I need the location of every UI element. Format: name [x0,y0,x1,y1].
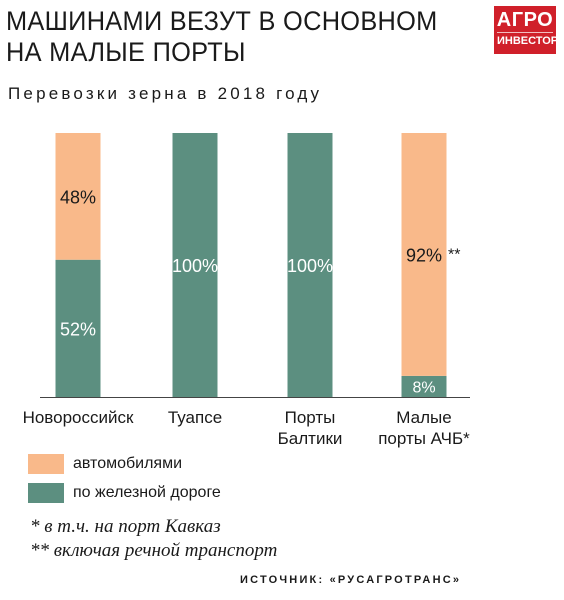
data-label-auto-3: 92% [406,245,442,265]
category-label-0: Новороссийск [23,408,134,427]
footnote-port-kavkaz: * в т.ч. на порт Кавказ [30,516,221,537]
publisher-logo: АГРО ИНВЕСТОР [494,6,558,54]
footnote-river-transport: ** включая речной транспорт [30,540,278,561]
data-label-rail-1: 100% [172,256,218,276]
bar-rail-1 [172,133,218,397]
logo-line-2: ИНВЕСТОР [497,32,558,49]
legend-swatch-auto [28,454,64,474]
data-label-rail-0: 52% [60,319,96,339]
data-label-rail-3: 8% [412,379,435,396]
data-label-rail-2: 100% [287,256,333,276]
source-credit: ИСТОЧНИК: «РУСАГРОТРАНС» [240,574,462,586]
legend-label-rail: по железной дороге [73,484,221,501]
legend-swatch-rail [28,483,64,503]
category-label-3-line-0: Малые [396,408,451,427]
legend-label-auto: автомобилями [73,455,183,472]
logo-line-1: АГРО [496,9,554,31]
legend-item-rail: по железной дороге [28,483,328,505]
bar-rail-3 [401,375,447,397]
category-label-2-line-1: Балтики [278,429,343,448]
legend-item-auto: автомобилями [28,454,328,476]
category-label-3-line-1: порты АЧБ* [378,429,470,448]
bar-rail-0 [55,259,101,397]
stacked-bar-chart: 52% 48% Новороссийск 100% Туапсе 100% Порты Бал… [23,133,470,448]
category-label-2-line-0: Порты [285,408,336,427]
chart-title: МАШИНАМИ ВЕЗУТ В ОСНОВНОМ НА МАЛЫЕ ПОРТЫ [6,6,438,67]
data-label-suffix-auto-3: ** [448,246,460,263]
bar-auto-0 [55,133,101,260]
bar-auto-3 [401,133,447,376]
chart-subtitle: Перевозки зерна в 2018 году [8,84,323,103]
data-label-auto-0: 48% [60,187,96,207]
bar-rail-2 [287,133,333,397]
category-label-1: Туапсе [168,408,222,427]
